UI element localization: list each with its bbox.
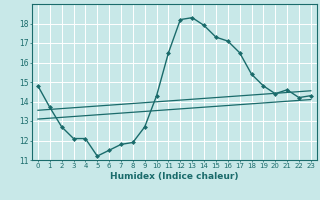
X-axis label: Humidex (Indice chaleur): Humidex (Indice chaleur) (110, 172, 239, 181)
